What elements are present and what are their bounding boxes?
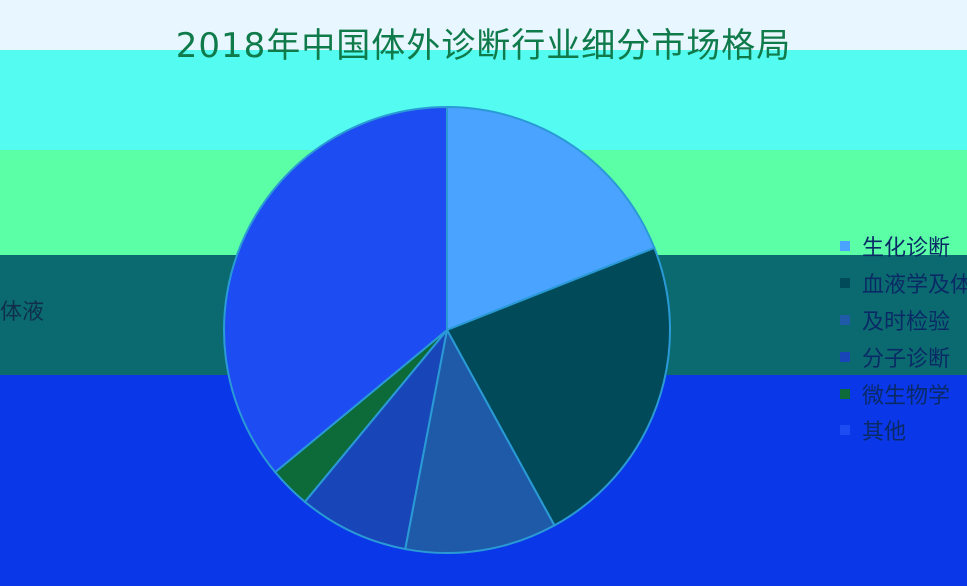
legend-item-5: 其他 xyxy=(840,412,967,449)
chart-title: 2018年中国体外诊断行业细分市场格局 xyxy=(175,26,792,66)
legend-swatch xyxy=(840,241,850,252)
top-band xyxy=(0,0,967,50)
pie-slice-5 xyxy=(223,105,448,474)
legend-item-3: 分子诊断 xyxy=(840,338,967,375)
legend-label: 血液学及体液 xyxy=(862,273,967,299)
legend-label: 及时检验 xyxy=(862,309,951,335)
legend-label: 其他 xyxy=(862,420,907,446)
pie-slice-0 xyxy=(446,105,656,332)
pie-slice-3 xyxy=(303,329,448,551)
pie-slice-1 xyxy=(445,246,671,527)
legend-item-4: 微生物学 xyxy=(840,375,967,412)
legend-swatch xyxy=(840,278,850,289)
pie-slice-2 xyxy=(404,327,556,554)
legend-label: 微生物学 xyxy=(862,383,951,409)
legend-label: 生化诊断 xyxy=(862,236,951,262)
legend-label: 分子诊断 xyxy=(862,346,951,372)
legend-item-1: 血液学及体液 xyxy=(840,265,967,302)
side-label: 体液 xyxy=(0,300,45,325)
legend-swatch xyxy=(840,388,850,399)
legend-item-0: 生化诊断 xyxy=(840,228,967,265)
legend-swatch xyxy=(840,314,850,325)
legend-item-2: 及时检验 xyxy=(840,302,967,339)
legend-swatch xyxy=(840,351,850,362)
legend-swatch xyxy=(840,425,850,436)
chart-legend: 生化诊断血液学及体液及时检验分子诊断微生物学其他 xyxy=(840,228,967,449)
